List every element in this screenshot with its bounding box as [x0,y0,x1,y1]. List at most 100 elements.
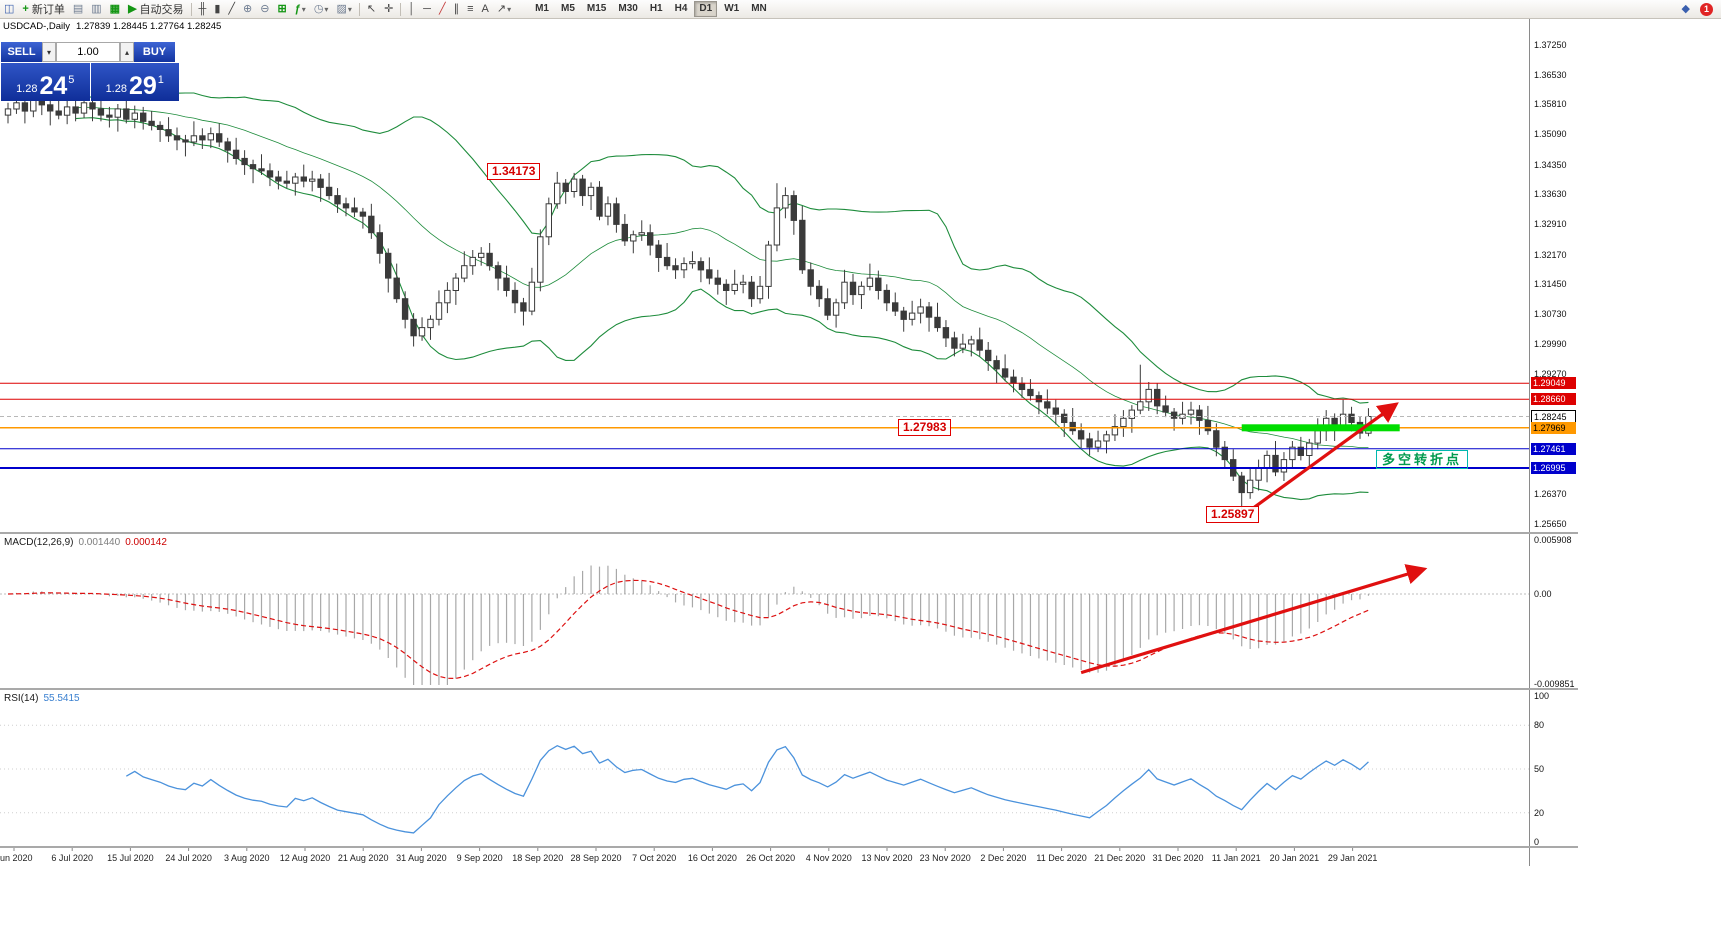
chart-window-glyph: ◫ [4,3,15,15]
buy-price-prefix: 1.28 [105,83,127,95]
notification-badge[interactable]: 1 [1700,2,1713,16]
rsi-value: 55.5415 [43,693,80,704]
indicators-button[interactable]: ƒ ▾ [291,1,310,17]
timeframe-group: M1 M5 M15 M30 H1 H4 D1 W1 MN [529,1,773,17]
price-chart-canvas[interactable] [0,18,1578,532]
price-label-support: 1.27983 [898,419,952,436]
template-icon: ▨ [336,3,347,15]
vertical-line-tool[interactable]: │ [408,3,416,15]
timeframe-button-m5[interactable]: M5 [561,3,575,14]
timeframe-button-h4[interactable]: H4 [674,3,688,14]
macd-main-value: 0.001440 [78,537,121,548]
symbol-period-label: USDCAD-,Daily [3,21,71,32]
chart-window-icon[interactable]: ◫ [0,1,18,17]
turning-point-note: 多空转折点 [1376,450,1469,469]
horizontal-line-tool[interactable]: ─ [423,3,431,15]
community-icon[interactable]: ◆ [1681,3,1690,15]
main-toolbar: ◫ + 新订单 ▤ ▥ ▦ ▶ 自动交易 ╫ ▮ ╱ ⊕ ⊖ ⊞ ƒ ▾ ◷ ▾ ▨ ▾ … [0,0,1721,19]
crosshair-icon[interactable]: ✛ [384,3,394,15]
timeframe-button-m15[interactable]: M15 [586,3,607,14]
clock-icon: ◷ [313,3,324,15]
timeframe-button-m30[interactable]: M30 [618,3,638,14]
rsi-name: RSI(14) [4,693,39,704]
price-label-low: 1.25897 [1206,506,1260,523]
date-label: 31 Aug 2020 [396,853,447,863]
date-label: 16 Oct 2020 [688,853,737,863]
macd-signal-value: 0.000142 [125,537,167,548]
macd-trend-arrow [1080,564,1428,675]
chevron-down-icon: ▾ [301,4,306,14]
ohlc-values: 1.27839 1.28445 1.27764 1.28245 [76,21,222,32]
cursor-icon[interactable]: ↖ [366,3,377,15]
time-axis: Jun 2020 6 Jul 2020 15 Jul 2020 24 Jul 2020… [0,848,1378,863]
sell-price-point: 5 [68,74,75,86]
date-label: 20 Jan 2021 [1270,853,1320,863]
channel-tool[interactable]: ∥ [453,3,460,15]
panel-separator[interactable] [0,688,1578,690]
sell-price-display[interactable]: 1.28 24 5 [1,63,90,101]
panel-separator[interactable] [0,532,1578,534]
text-tool[interactable]: A [481,3,489,15]
terminal-icon[interactable]: ▦ [109,3,121,15]
rsi-panel-canvas[interactable] [0,690,1578,846]
trendline-tool[interactable]: ╱ [438,3,446,15]
buy-button[interactable]: BUY [134,42,175,62]
zoom-in-icon[interactable]: ⊕ [243,3,253,15]
timeframe-button-m1[interactable]: M1 [535,3,549,14]
volume-decrease-button[interactable]: ▾ [42,42,56,62]
date-label: 7 Oct 2020 [632,853,676,863]
candlestick-chart-icon[interactable]: ▮ [214,3,221,15]
fibonacci-tool[interactable]: ≡ [467,3,474,15]
play-icon: ▶ [128,3,137,15]
macd-indicator-label: MACD(12,26,9) 0.001440 0.000142 [4,537,167,548]
timeframe-button-h1[interactable]: H1 [649,3,663,14]
date-label: 21 Dec 2020 [1094,853,1145,863]
tile-windows-icon[interactable]: ⊞ [277,3,287,15]
line-chart-icon[interactable]: ╱ [228,3,236,15]
templates-button[interactable]: ▨ ▾ [332,1,355,17]
buy-price-pips: 29 [128,72,157,100]
data-window-icon[interactable]: ▥ [91,3,102,15]
date-label: 12 Aug 2020 [280,853,331,863]
macd-panel-canvas[interactable] [0,534,1578,688]
chart-window: Jun 2020 6 Jul 2020 15 Jul 2020 24 Jul 2020… [0,18,1578,946]
date-label: 29 Jan 2021 [1328,853,1378,863]
buy-price-point: 1 [157,74,164,86]
timeframe-button-d1[interactable]: D1 [694,1,718,17]
rsi-indicator-label: RSI(14) 55.5415 [4,693,80,704]
date-label: 21 Aug 2020 [338,853,389,863]
chart-ohlc-header: USDCAD-,Daily 1.27839 1.28445 1.27764 1.2… [3,21,227,32]
volume-input[interactable] [56,42,120,62]
market-watch-icon[interactable]: ▤ [72,3,84,15]
bb-upper [75,92,1369,404]
candles [4,80,1372,514]
zoom-out-icon[interactable]: ⊖ [260,3,270,15]
auto-trading-button[interactable]: ▶ 自动交易 [124,1,187,17]
support-zone [1241,424,1400,432]
date-label: 11 Dec 2020 [1036,853,1086,863]
date-label: 31 Dec 2020 [1152,853,1203,863]
macd-histogram [15,565,1370,685]
toolbar-separator [358,2,360,16]
timeframe-button-w1[interactable]: W1 [724,3,740,14]
indicators-icon: ƒ [294,3,301,15]
chevron-down-icon: ▾ [324,4,329,14]
volume-increase-button[interactable]: ▴ [120,42,134,62]
arrow-tool[interactable]: ↗ ▾ [496,3,512,15]
bar-chart-icon[interactable]: ╫ [198,3,207,15]
date-label: 18 Sep 2020 [512,853,563,863]
buy-price-display[interactable]: 1.28 29 1 [90,63,179,101]
plus-icon: + [22,3,29,15]
macd-signal-line [7,579,1369,680]
trend-arrow-up [1249,402,1399,512]
timeframe-button-mn[interactable]: MN [751,3,767,14]
date-label: Jun 2020 [0,853,33,863]
date-label: 6 Jul 2020 [51,853,93,863]
periods-button[interactable]: ◷ ▾ [310,1,333,17]
sell-button[interactable]: SELL [1,42,42,62]
new-order-button[interactable]: + 新订单 [18,1,68,17]
date-label: 11 Jan 2021 [1212,853,1261,863]
price-axis-border [1529,18,1530,866]
panel-separator[interactable] [0,846,1578,848]
